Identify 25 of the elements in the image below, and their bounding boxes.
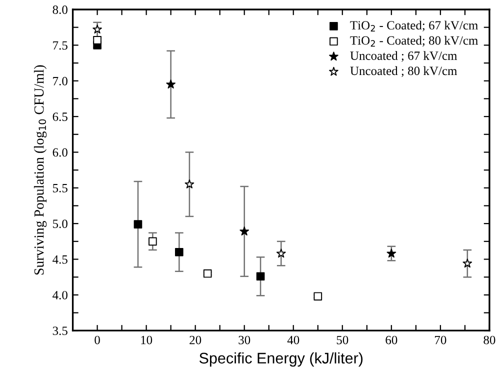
x-tick-label: 60 — [386, 336, 398, 344]
y-tick-label: 6.0 — [52, 148, 68, 157]
y-tick-label: 7.0 — [53, 76, 68, 86]
y-tick-label: 7.5 — [53, 41, 68, 50]
x-tick-label: 30 — [238, 336, 250, 344]
x-tick-label: 80 — [484, 336, 496, 344]
x-tick-label: 10 — [141, 336, 152, 344]
x-tick-label: 50 — [336, 336, 348, 344]
y-tick-label: 5.0 — [53, 220, 68, 228]
x-tick-label: 0 — [94, 336, 100, 344]
x-tick-label: 40 — [287, 336, 300, 344]
y-tick-label: 4.5 — [52, 255, 68, 264]
y-tick-label: 8.0 — [52, 6, 68, 14]
x-tick-label: 70 — [435, 336, 446, 344]
legend-label: TiO$_{2}$ - Coated; 67 kV/cm — [350, 20, 478, 32]
y-axis-title: Surviving Population (log$_{10}$ CFU/ml) — [34, 65, 47, 275]
x-tick-label: 20 — [190, 336, 202, 344]
y-tick-label: 5.5 — [53, 184, 68, 192]
x-axis-title: Specific Energy (kJ/liter) — [199, 352, 363, 367]
y-tick-label: 4.0 — [52, 290, 68, 300]
legend-label: TiO$_{2}$ - Coated; 80 kV/cm — [350, 36, 478, 47]
y-tick-label: 6.5 — [52, 112, 68, 122]
y-tick-label: 3.5 — [52, 326, 68, 336]
legend-label: Uncoated ; 80 kV/cm — [350, 66, 458, 77]
legend-label: Uncoated ; 67 kV/cm — [350, 51, 458, 62]
